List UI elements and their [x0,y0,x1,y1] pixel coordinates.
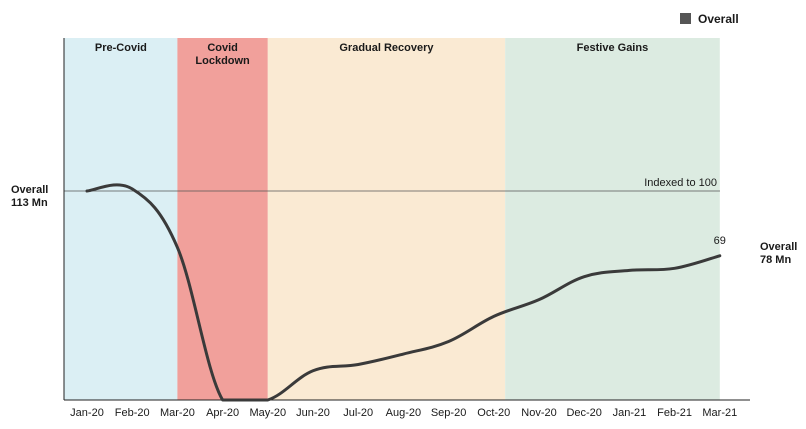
phase-label-1-0: Covid [207,42,238,54]
x-tick-labels: Jan-20 Feb-20 Mar-20 Apr-20 May-20 Jun-20 Jul-… [70,407,737,419]
x-tick-label: Nov-20 [521,407,556,419]
phase-label-3-0: Festive Gains [577,42,649,54]
right-annotation-line1: Overall [760,241,797,253]
x-tick-label: Oct-20 [477,407,510,419]
x-tick-label: Mar-20 [160,407,195,419]
phase-label-1-1: Lockdown [195,55,250,67]
phase-band-0 [64,38,178,400]
x-tick-label: Jul-20 [343,407,373,419]
series-line-overall [85,183,722,402]
right-annotation-line2: 78 Mn [760,254,791,266]
phase-label-2-0: Gradual Recovery [339,42,434,54]
phase-band-2 [267,38,506,400]
end-value-label: 69 [714,235,726,247]
phase-bands [64,38,720,400]
reference-line-label: Indexed to 100 [644,177,717,189]
x-tick-label: Mar-21 [702,407,737,419]
x-tick-label: Aug-20 [386,407,421,419]
left-annotation-line2: 113 Mn [11,197,48,209]
left-annotation-line1: Overall [11,184,48,196]
x-tick-label: Feb-21 [657,407,692,419]
x-tick-label: May-20 [249,407,286,419]
phase-band-1 [177,38,268,400]
legend-swatch [680,13,691,24]
legend-label: Overall [698,12,739,26]
x-tick-label: Jan-20 [70,407,104,419]
x-tick-label: Apr-20 [206,407,239,419]
x-tick-label: Sep-20 [431,407,466,419]
x-tick-label: Jun-20 [296,407,330,419]
phase-label-0-0: Pre-Covid [95,42,147,54]
x-tick-label: Feb-20 [115,407,150,419]
x-tick-label: Jan-21 [613,407,647,419]
x-tick-label: Dec-20 [566,407,601,419]
phase-band-3 [505,38,720,400]
